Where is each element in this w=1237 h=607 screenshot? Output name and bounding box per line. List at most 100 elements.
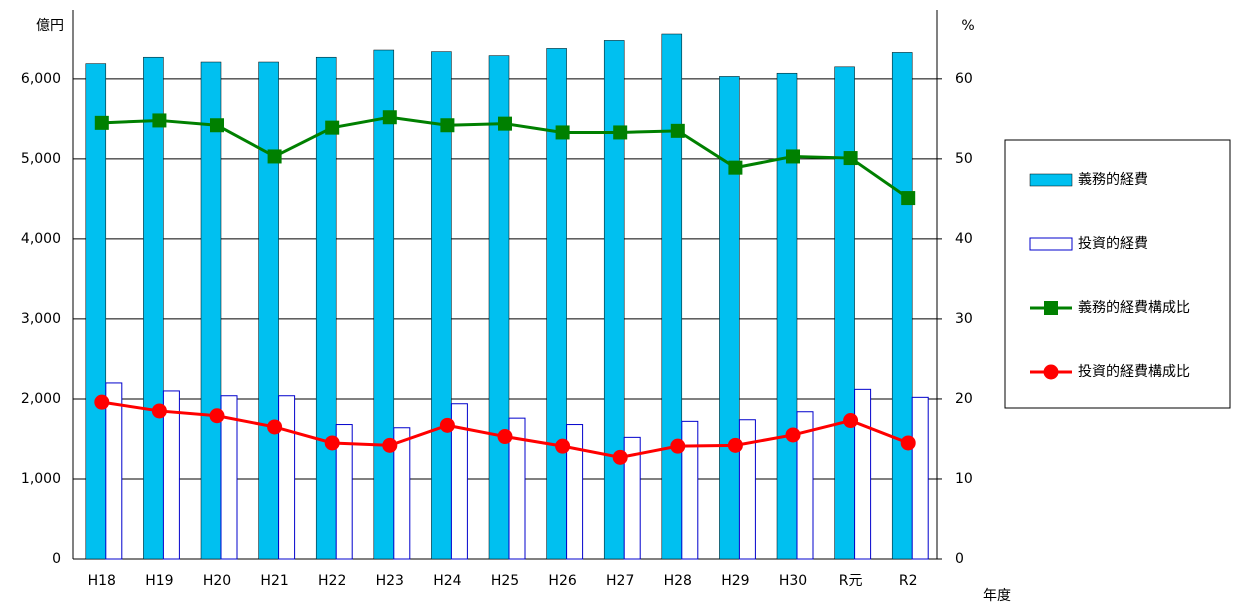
bar	[278, 395, 296, 560]
marker	[209, 408, 225, 424]
y-tick-label: 5,000	[21, 151, 61, 167]
y2-tick-label: 20	[955, 391, 973, 407]
bar	[546, 48, 567, 560]
marker	[325, 120, 340, 135]
marker	[555, 438, 571, 454]
marker	[267, 419, 283, 435]
y2-unit: %	[961, 18, 974, 34]
bar	[891, 52, 913, 560]
bar	[738, 419, 756, 560]
bar	[143, 56, 164, 560]
marker	[843, 151, 858, 166]
y2-tick-label: 40	[955, 231, 973, 247]
y-tick-label: 2,000	[21, 391, 61, 407]
x-tick-label: H22	[318, 573, 346, 589]
x-tick-label: H20	[203, 573, 231, 589]
bar	[393, 427, 411, 560]
bar	[85, 63, 107, 560]
bar	[854, 388, 872, 560]
bar	[488, 55, 510, 560]
bar	[603, 40, 625, 560]
marker	[324, 435, 340, 451]
marker	[382, 437, 398, 453]
marker	[151, 403, 167, 419]
y-tick-label: 6,000	[21, 71, 61, 87]
legend-label: 義務的経費	[1078, 171, 1148, 188]
marker	[94, 394, 110, 410]
y2-tick-label: 0	[955, 551, 964, 567]
y2-tick-label: 10	[955, 471, 973, 487]
bar	[776, 72, 798, 560]
bar	[105, 382, 123, 560]
marker	[843, 413, 859, 429]
bar	[200, 61, 222, 560]
bar	[508, 417, 526, 560]
legend-marker	[1043, 364, 1059, 380]
legend-swatch	[1029, 173, 1073, 187]
x-tick-label: H30	[779, 573, 807, 589]
marker	[152, 113, 167, 128]
marker	[727, 437, 743, 453]
marker	[498, 116, 512, 131]
y-tick-label: 0	[52, 551, 61, 567]
marker	[612, 449, 628, 465]
bar	[162, 390, 180, 560]
marker	[94, 115, 109, 130]
bar	[834, 66, 855, 560]
marker	[267, 149, 282, 164]
bar	[373, 49, 395, 560]
x-tick-label: H28	[664, 573, 692, 589]
bar	[681, 420, 699, 560]
marker	[555, 125, 570, 140]
y-unit: 億円	[36, 18, 64, 34]
marker	[785, 427, 801, 443]
x-tick-label: R元	[839, 573, 863, 589]
bar	[258, 61, 279, 560]
x-tick-label: H27	[606, 573, 634, 589]
bar	[911, 396, 929, 560]
marker	[900, 435, 916, 451]
marker	[786, 149, 800, 164]
x-tick-label: H25	[491, 573, 519, 589]
x-tick-label: H23	[376, 573, 404, 589]
x-tick-label: H21	[260, 573, 288, 589]
legend-label: 投資的経費構成比	[1078, 364, 1190, 380]
bar	[566, 424, 584, 560]
x-tick-label: R2	[899, 573, 918, 589]
bar	[719, 76, 740, 560]
bar	[220, 395, 238, 560]
y-tick-label: 4,000	[21, 231, 61, 247]
x-tick-label: H19	[145, 573, 173, 589]
legend-label: 投資的経費	[1078, 236, 1148, 252]
x-label: 年度	[983, 588, 1011, 604]
legend-marker	[1044, 301, 1058, 315]
y-tick-label: 3,000	[21, 311, 61, 327]
y2-tick-label: 50	[955, 151, 973, 167]
bar	[335, 424, 353, 560]
y2-tick-label: 30	[955, 311, 973, 327]
marker	[497, 429, 513, 445]
marker	[440, 118, 455, 133]
marker	[728, 160, 743, 175]
x-tick-label: H24	[433, 573, 461, 589]
y-tick-label: 1,000	[21, 471, 61, 487]
bar	[450, 403, 468, 560]
legend-swatch	[1029, 237, 1073, 251]
bar	[623, 436, 641, 560]
marker	[613, 125, 628, 140]
bar	[315, 56, 337, 560]
marker	[439, 417, 455, 433]
x-tick-label: H29	[721, 573, 749, 589]
bar	[661, 33, 683, 560]
x-tick-label: H18	[88, 573, 116, 589]
y2-tick-label: 60	[955, 71, 973, 87]
bar	[796, 411, 814, 560]
marker	[670, 123, 685, 138]
marker	[670, 438, 686, 454]
marker	[382, 110, 397, 125]
legend-label: 義務的経費構成比	[1078, 299, 1190, 316]
x-tick-label: H26	[548, 573, 576, 589]
marker	[901, 191, 916, 206]
marker	[210, 118, 224, 133]
